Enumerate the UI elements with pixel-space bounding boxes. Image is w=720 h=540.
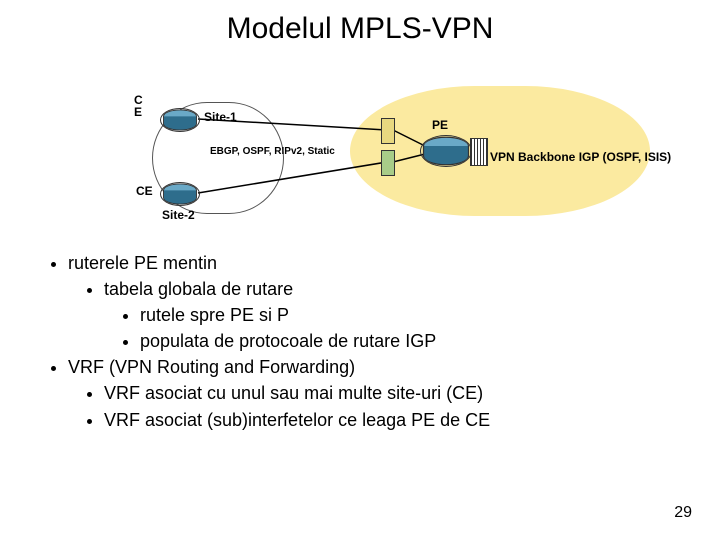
page: Modelul MPLS-VPN C E CE Site-1 Sit [0,0,720,540]
label-ebgp: EBGP, OSPF, RIPv2, Static [210,146,335,157]
label-ce1: C E [134,94,154,118]
bullet-text: populata de protocoale de rutare IGP [140,331,436,351]
label-vpn-backbone: VPN Backbone IGP (OSPF, ISIS) [490,150,671,164]
bullet-text: rutele spre PE si P [140,305,289,325]
label-site2: Site-2 [162,208,195,222]
list-item: tabela globala de rutare rutele spre PE … [104,276,680,354]
list-item: rutele spre PE si P [140,302,680,328]
bullet-text: VRF asociat cu unul sau mai multe site-u… [104,383,483,403]
bullet-list: ruterele PE mentin tabela globala de rut… [40,250,680,433]
network-diagram: C E CE Site-1 Site-2 EBGP, OSPF, RIPv2, … [130,90,690,230]
list-item: ruterele PE mentin tabela globala de rut… [68,250,680,354]
router-icon [160,108,200,132]
bullet-text: VRF asociat (sub)interfetelor ce leaga P… [104,410,490,430]
bullet-text: tabela globala de rutare [104,279,293,299]
bullet-text: ruterele PE mentin [68,253,217,273]
router-icon [420,135,472,167]
page-title: Modelul MPLS-VPN [0,12,720,46]
router-icon [160,182,200,206]
vrf-box-2 [381,150,395,176]
list-item: VRF asociat cu unul sau mai multe site-u… [104,380,680,406]
list-item: populata de protocoale de rutare IGP [140,328,680,354]
label-ce2: CE [136,184,153,198]
global-table-box [470,138,488,166]
label-site1: Site-1 [204,110,237,124]
page-number: 29 [674,504,692,522]
list-item: VRF asociat (sub)interfetelor ce leaga P… [104,407,680,433]
bullet-text: VRF (VPN Routing and Forwarding) [68,357,355,377]
label-pe: PE [432,118,448,132]
vrf-box-1 [381,118,395,144]
list-item: VRF (VPN Routing and Forwarding) VRF aso… [68,354,680,432]
